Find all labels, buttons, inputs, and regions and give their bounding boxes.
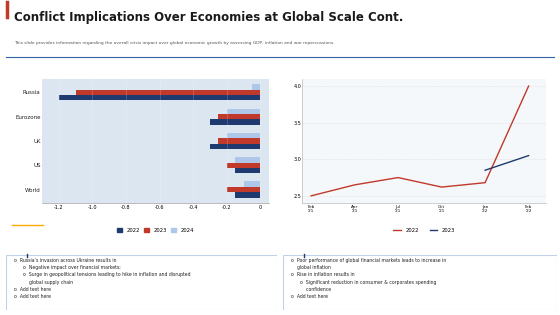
2022 [308, 194, 315, 198]
Legend: 2022, 2023: 2022, 2023 [391, 226, 457, 235]
Bar [235, 157, 260, 163]
Bar [76, 90, 260, 95]
Bar [227, 163, 260, 168]
Bar [218, 138, 260, 144]
Text: Conflict Implications Over Economies at Global Scale Cont.: Conflict Implications Over Economies at … [14, 12, 403, 25]
2022 [525, 84, 532, 88]
Bar [30, 227, 34, 238]
Text: This slide provides information regarding the overall crisis impact over global : This slide provides information regardin… [14, 41, 334, 45]
2022 [482, 181, 488, 185]
Text: o  Russia’s invasion across Ukraine results in
      o  Negative impact over fin: o Russia’s invasion across Ukraine resul… [14, 258, 190, 299]
2023 [482, 168, 488, 172]
Line: 2022: 2022 [311, 86, 529, 196]
Legend: 2022, 2023, 2024: 2022, 2023, 2024 [115, 226, 196, 235]
2023 [525, 154, 532, 158]
Bar [210, 144, 260, 149]
2022 [395, 176, 402, 180]
Line: 2023: 2023 [485, 156, 529, 170]
Text: Estimated Global Inflation for FY22-23: Estimated Global Inflation for FY22-23 [353, 67, 487, 72]
Text: o  Poor performance of global financial markets leads to increase in
    global : o Poor performance of global financial m… [291, 258, 446, 299]
Bar [59, 95, 260, 100]
Bar [235, 168, 260, 173]
2022 [438, 185, 445, 189]
Bar [227, 109, 260, 114]
Bar [38, 227, 42, 247]
Text: Estimated Impact over Global Economic Growth
(% change in GDP): Estimated Impact over Global Economic Gr… [62, 64, 221, 75]
Bar [227, 187, 260, 192]
Bar [252, 84, 260, 90]
Bar [218, 114, 260, 119]
Bar [227, 133, 260, 138]
Bar [235, 192, 260, 198]
Bar [210, 119, 260, 125]
Bar [244, 181, 260, 187]
Bar [21, 227, 26, 245]
Bar [13, 227, 18, 252]
2022 [351, 183, 358, 187]
